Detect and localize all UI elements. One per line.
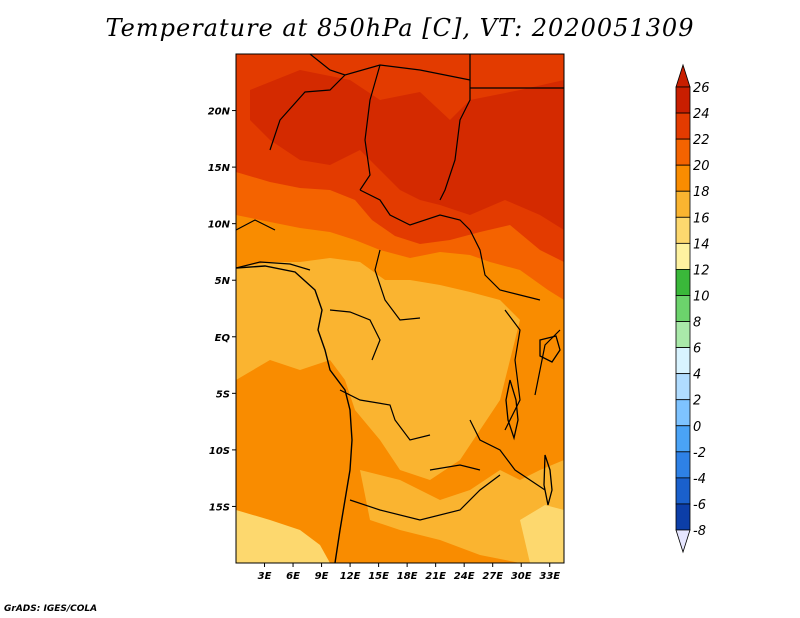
lat-tick-label: EQ xyxy=(215,333,231,344)
colorbar-label: 24 xyxy=(693,107,710,122)
colorbar-swatch xyxy=(675,451,691,479)
lat-tick-label: 20N xyxy=(208,107,231,118)
colorbar-swatch xyxy=(675,347,691,375)
colorbar-label: 2 xyxy=(693,394,701,409)
lon-tick-label: 6E xyxy=(286,571,300,582)
lat-tick-label: 15S xyxy=(209,502,230,513)
lon-tick-label: 18E xyxy=(397,571,418,582)
colorbar-label: 22 xyxy=(693,133,710,148)
colorbar-label: 0 xyxy=(693,420,701,435)
colorbar-label: -8 xyxy=(693,524,706,539)
colorbar-label: -4 xyxy=(693,472,706,487)
colorbar-swatch xyxy=(675,86,691,114)
temperature-band-16-18 xyxy=(236,510,330,563)
colorbar-swatch xyxy=(675,190,691,218)
colorbar-label: 8 xyxy=(693,316,701,331)
colorbar-swatch xyxy=(675,373,691,401)
map-plot-area xyxy=(236,54,564,563)
temperature-band-hot-north xyxy=(250,70,564,230)
colorbar-swatch xyxy=(675,216,691,244)
lat-tick-label: 5S xyxy=(216,389,230,400)
colorbar-swatch xyxy=(675,242,691,270)
colorbar-label: 4 xyxy=(693,368,701,383)
colorbar-label: 14 xyxy=(693,237,710,252)
lake-victoria xyxy=(539,335,561,363)
lon-tick-label: 15E xyxy=(368,571,389,582)
colorbar-label: 10 xyxy=(693,289,710,304)
credit-text: GrADS: IGES/COLA xyxy=(4,604,98,614)
temperature-band-16-18-east xyxy=(520,505,564,563)
colorbar-swatch xyxy=(675,321,691,348)
latitude-axis: 20N 15N 10N 5N EQ 5S 10S 15S xyxy=(208,107,236,513)
colorbar-swatch xyxy=(675,477,691,505)
lon-tick-label: 27E xyxy=(482,571,503,582)
lat-tick-label: 10S xyxy=(209,446,230,457)
colorbar-label: 12 xyxy=(693,263,710,278)
temperature-band-18-20 xyxy=(236,258,520,480)
colorbar-label: 18 xyxy=(693,185,710,200)
colorbar-bottom-arrow xyxy=(675,529,691,554)
longitude-axis: 3E 6E 9E 12E 15E 18E 21E 24E 27E 30E 33E xyxy=(258,563,560,582)
colorbar-swatch xyxy=(675,269,691,296)
colorbar-label: -6 xyxy=(693,498,706,513)
lon-tick-label: 24E xyxy=(454,571,475,582)
lon-tick-label: 21E xyxy=(425,571,446,582)
lake-malawi xyxy=(543,454,553,506)
colorbar-swatch xyxy=(675,399,691,427)
colorbar-label: 16 xyxy=(693,211,710,226)
lon-tick-label: 33E xyxy=(539,571,560,582)
map-title: Temperature at 850hPa [C], VT: 202005130… xyxy=(105,14,695,42)
lat-tick-label: 5N xyxy=(215,276,231,287)
colorbar-label: 20 xyxy=(693,159,710,174)
temperature-band-18-20-south xyxy=(360,460,564,563)
colorbar-swatch xyxy=(675,112,691,140)
map-frame xyxy=(235,53,565,564)
colorbar-label: 6 xyxy=(693,342,701,357)
lake-tanganyika xyxy=(505,379,519,441)
lon-tick-label: 12E xyxy=(340,571,361,582)
colorbar-swatch xyxy=(675,425,691,453)
lat-tick-label: 10N xyxy=(208,220,231,231)
colorbar-swatch xyxy=(675,138,691,166)
colorbar-top-arrow xyxy=(675,63,691,88)
colorbar-label: 26 xyxy=(693,81,710,96)
country-boundaries xyxy=(236,54,564,521)
colorbar-swatch xyxy=(675,164,691,192)
coastline xyxy=(236,265,353,563)
lon-tick-label: 9E xyxy=(315,571,329,582)
colorbar-label: -2 xyxy=(693,446,706,461)
lon-tick-label: 3E xyxy=(258,571,272,582)
lat-tick-label: 15N xyxy=(208,163,231,174)
lon-tick-label: 30E xyxy=(511,571,532,582)
colorbar-swatch xyxy=(675,503,691,531)
colorbar-swatch xyxy=(675,295,691,322)
